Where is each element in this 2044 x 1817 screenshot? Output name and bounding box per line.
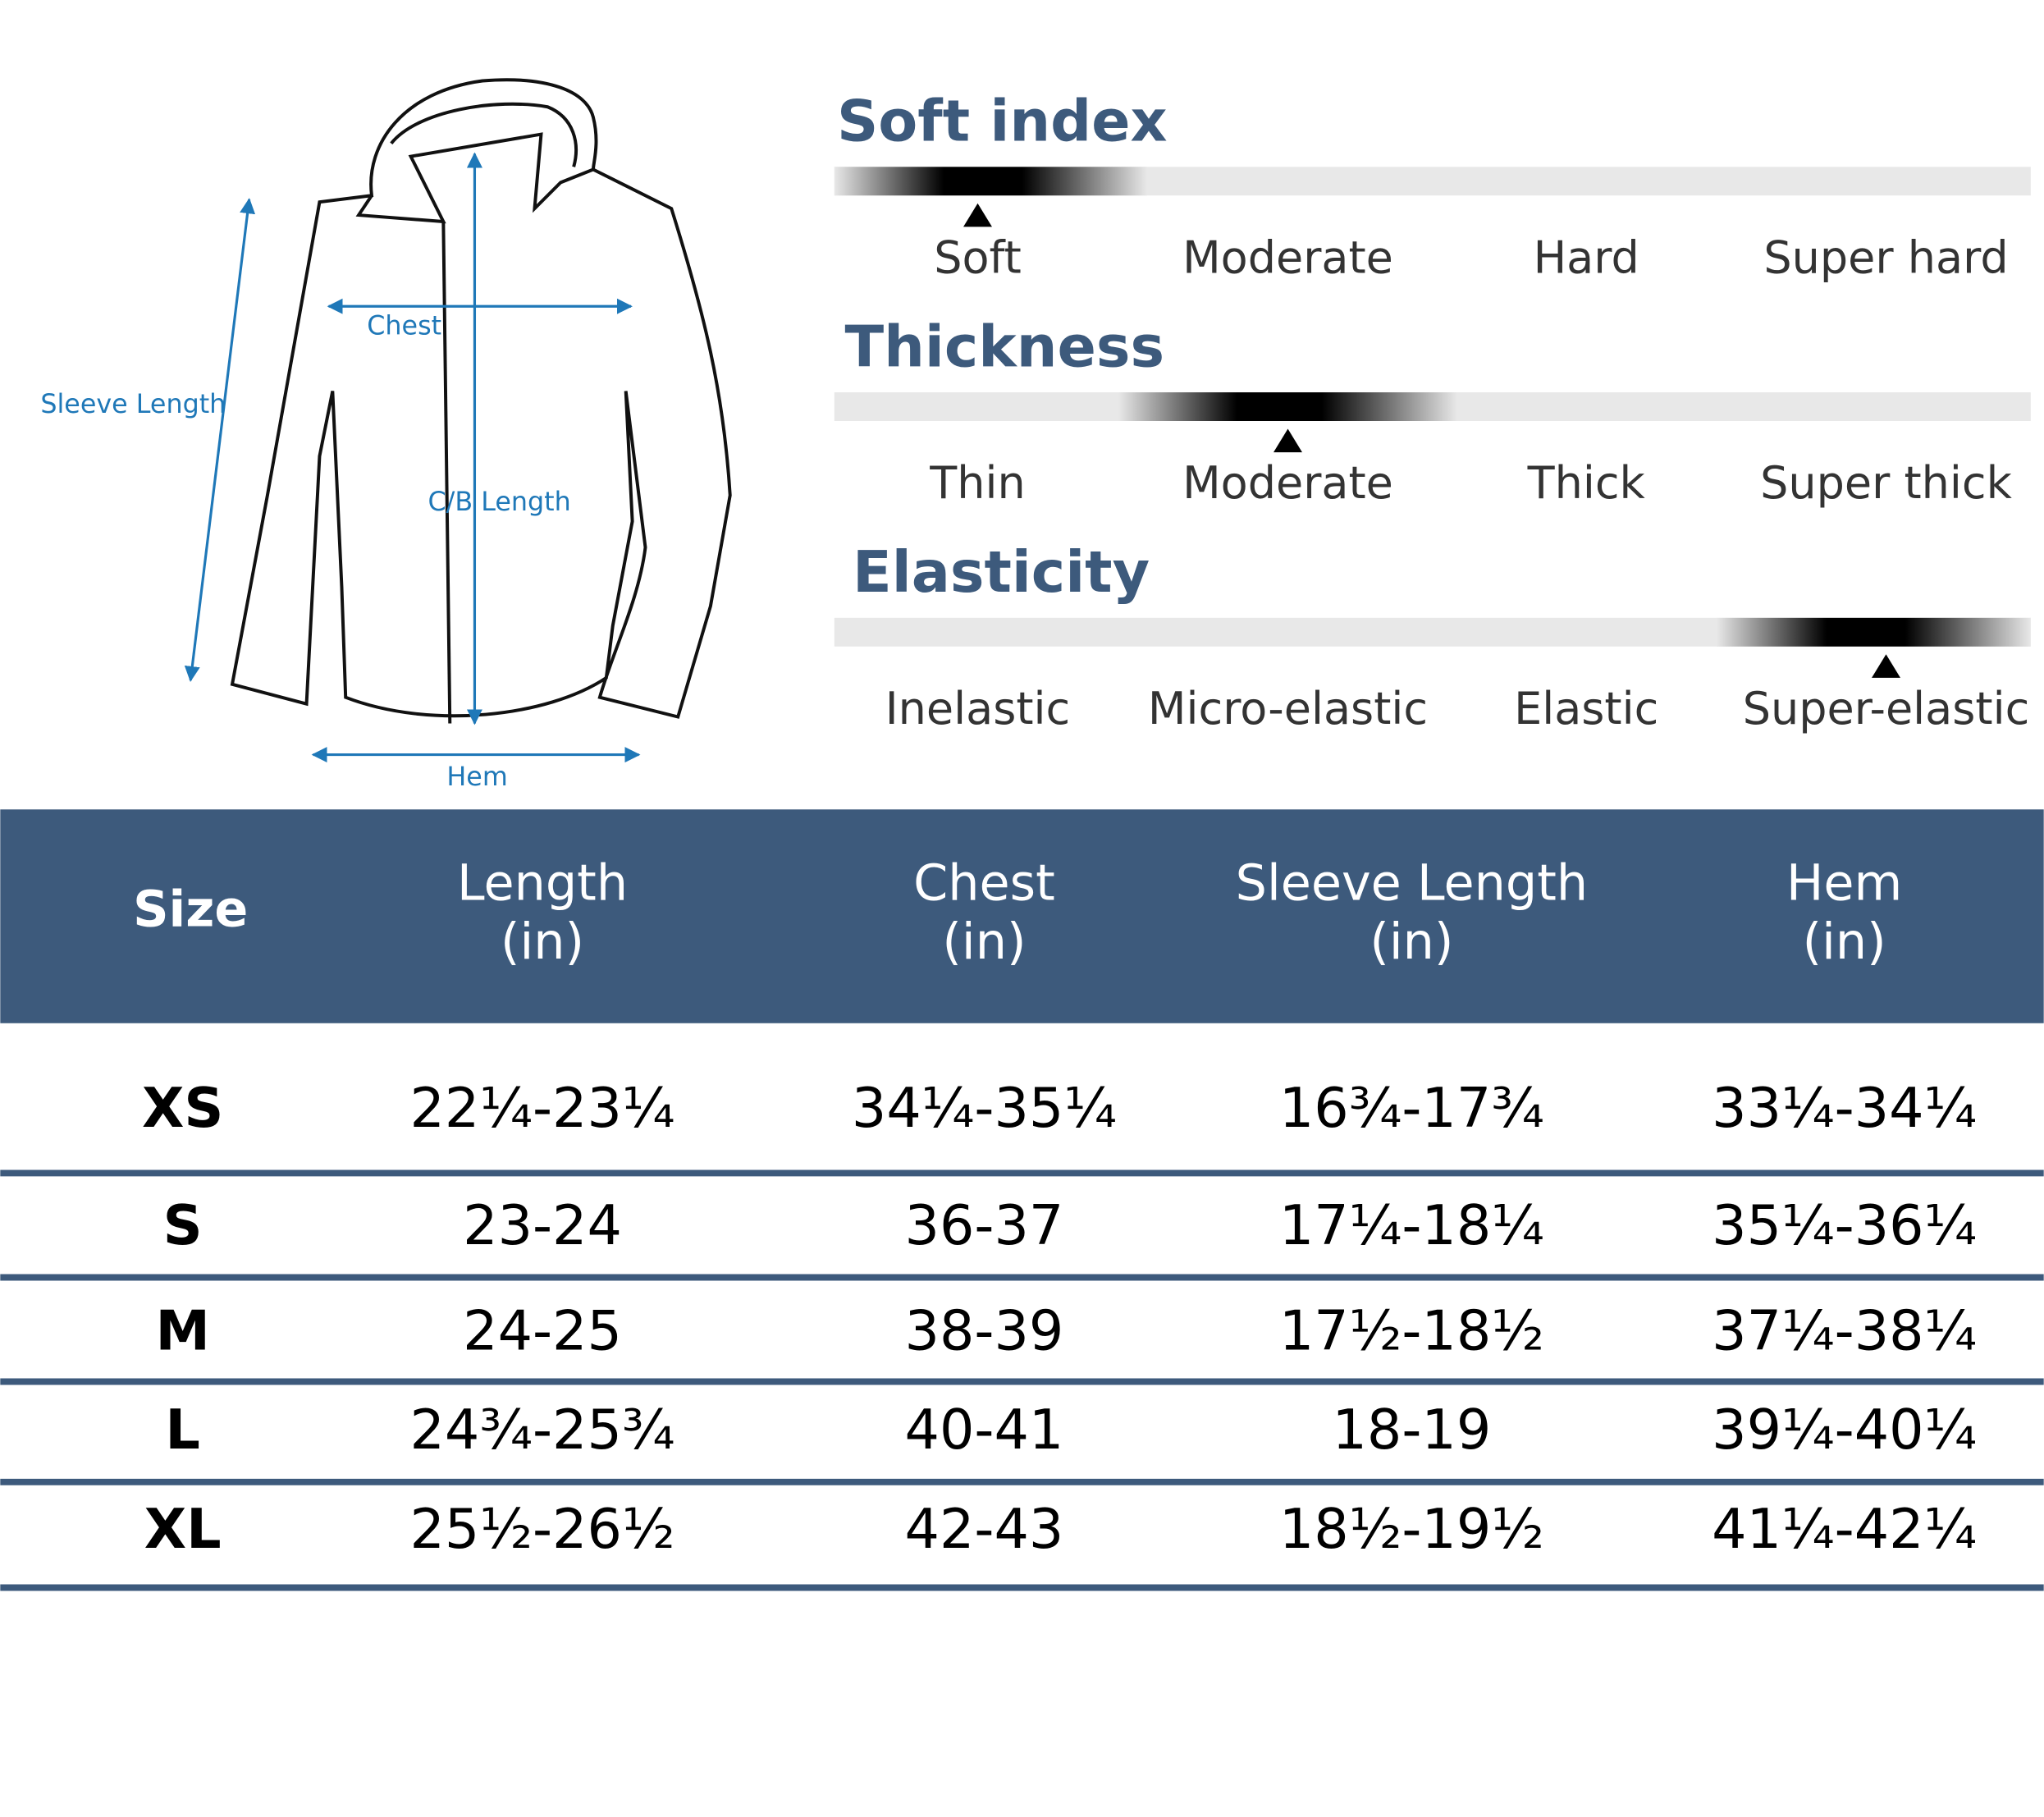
index-title: Thickness — [845, 314, 1165, 380]
index-option: Super thick — [1760, 457, 2012, 509]
table-cell: S — [163, 1193, 203, 1257]
table-cell: L — [165, 1398, 200, 1462]
table-cell: M — [155, 1298, 209, 1362]
table-cell: 22¼-23¼ — [409, 1076, 674, 1140]
header-cell: (in) — [1803, 913, 1886, 971]
sleeve-label: Sleeve Length — [40, 390, 226, 419]
chest-label: Chest — [367, 312, 441, 341]
index-option: Elastic — [1514, 683, 1658, 735]
table-cell: 24¾-25¾ — [409, 1398, 674, 1462]
index-option: Moderate — [1182, 231, 1393, 283]
index-highlight — [1118, 392, 1457, 421]
index-option: Inelastic — [885, 683, 1070, 735]
table-cell: XS — [142, 1076, 223, 1140]
header-cell: (in) — [942, 913, 1026, 971]
index-option: Thick — [1527, 457, 1646, 509]
table-cell: 35¼-36¼ — [1712, 1193, 1977, 1257]
index-option: Thin — [929, 457, 1025, 509]
header-cell: Chest — [913, 855, 1055, 913]
table-cell: 24-25 — [463, 1298, 622, 1362]
index-option: Moderate — [1182, 457, 1393, 509]
table-cell: 40-41 — [905, 1398, 1064, 1462]
measure-arrows — [184, 152, 641, 763]
table-cell: 16¾-17¾ — [1279, 1076, 1544, 1140]
index-title: Soft index — [837, 89, 1168, 155]
index-option: Super hard — [1763, 231, 2008, 283]
index-highlight — [1717, 617, 2031, 647]
hem-label: Hem — [446, 762, 507, 792]
table-cell: 18-19 — [1332, 1398, 1491, 1462]
index-title: Elasticity — [853, 539, 1150, 606]
header-cell: Size — [133, 881, 248, 938]
length-label: C/B Length — [428, 487, 570, 517]
table-header-bg — [0, 809, 2044, 1023]
table-cell: 17¼-18¼ — [1279, 1193, 1544, 1257]
index-option: Micro-elastic — [1148, 683, 1428, 735]
index-option: Hard — [1534, 231, 1639, 283]
header-cell: Hem — [1786, 855, 1902, 913]
table-cell: 25½-26½ — [409, 1497, 674, 1561]
table-cell: 34¼-35¼ — [852, 1076, 1117, 1140]
header-cell: Sleeve Length — [1236, 855, 1588, 913]
table-cell: 33¼-34¼ — [1712, 1076, 1977, 1140]
index-option: Super-elastic — [1743, 683, 2030, 735]
index-option: Soft — [934, 231, 1022, 283]
table-cell: 42-43 — [905, 1497, 1064, 1561]
table-cell: 36-37 — [905, 1193, 1064, 1257]
index-pointer — [1273, 428, 1302, 453]
header-cell: Length — [457, 855, 628, 913]
index-pointer — [1872, 654, 1900, 678]
table-cell: 23-24 — [463, 1193, 622, 1257]
index-pointer — [963, 203, 992, 227]
table-cell: 17½-18½ — [1279, 1298, 1544, 1362]
jacket-drawing — [230, 78, 732, 724]
table-cell: 37¼-38¼ — [1712, 1298, 1977, 1362]
header-cell: (in) — [1370, 913, 1453, 971]
table-cell: 39¼-40¼ — [1712, 1398, 1977, 1462]
table-cell: XL — [144, 1497, 222, 1561]
table-cell: 18½-19½ — [1279, 1497, 1544, 1561]
table-cell: 38-39 — [905, 1298, 1064, 1362]
index-highlight — [834, 167, 1147, 196]
header-cell: (in) — [501, 913, 584, 971]
table-cell: 41¼-42¼ — [1712, 1497, 1977, 1561]
